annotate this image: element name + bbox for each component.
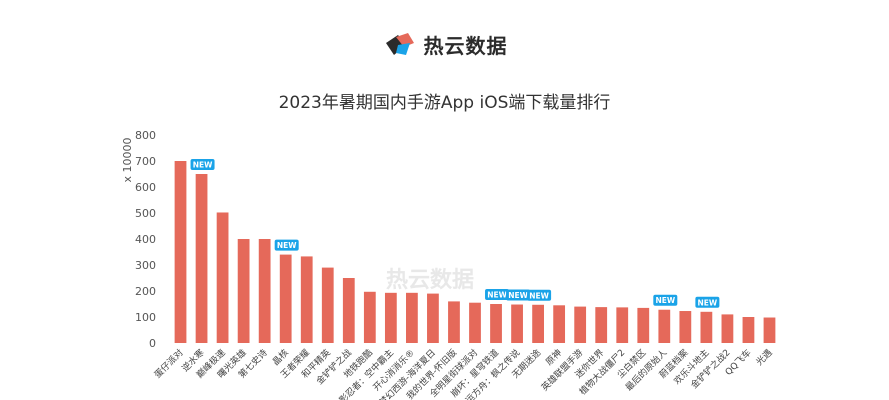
bar: [700, 311, 713, 343]
bar: [427, 293, 439, 343]
bar: [595, 307, 608, 343]
new-badge-label: NEW: [193, 161, 213, 170]
y-axis-label: x 10000: [121, 137, 134, 182]
new-badge-label: NEW: [655, 296, 675, 305]
bar: [553, 305, 566, 343]
bar: [469, 302, 481, 343]
bar: [216, 212, 229, 343]
new-badge: [695, 296, 720, 308]
watermark: 热云数据: [386, 267, 474, 293]
y-tick-label: 800: [135, 129, 156, 142]
bar: [721, 314, 734, 343]
bar: [448, 301, 460, 343]
bar: [679, 311, 692, 343]
bar: [258, 239, 271, 343]
brand-header: 热云数据: [0, 30, 889, 59]
new-badge: [506, 289, 531, 301]
bar: [237, 239, 250, 343]
bar: [532, 304, 544, 343]
bar: [195, 174, 208, 343]
new-badge: [527, 289, 552, 301]
y-tick-label: 600: [135, 181, 156, 194]
bar: [574, 306, 587, 343]
bar: [174, 161, 187, 343]
bar: [742, 317, 755, 343]
bar: [616, 307, 629, 343]
new-badge-label: NEW: [277, 241, 297, 250]
new-badge-label: NEW: [698, 298, 718, 307]
bar: [637, 307, 650, 343]
new-badge-label: NEW: [508, 291, 528, 300]
y-tick-label: 300: [135, 259, 156, 272]
bar: [406, 292, 418, 343]
bar: [511, 304, 523, 343]
x-tick-label: 光遇: [753, 347, 774, 368]
bar: [763, 317, 776, 343]
new-badge: [190, 159, 215, 170]
bar: [300, 256, 313, 343]
bar: [490, 304, 502, 343]
bar: [384, 292, 397, 343]
new-badge-label: NEW: [529, 291, 549, 300]
bar: [321, 267, 334, 343]
bar: [342, 278, 355, 343]
new-badge: [485, 289, 510, 300]
bar: [279, 254, 292, 343]
new-badge-label: NEW: [487, 291, 507, 300]
brand-logo-icon: [385, 32, 414, 55]
x-tick-label: 蛋仔派对: [152, 347, 186, 381]
bar: [363, 291, 376, 343]
new-badge: [274, 239, 299, 251]
chart-title: 2023年暑期国内手游App iOS端下载量排行: [278, 93, 611, 113]
bar: [658, 309, 671, 343]
brand-name: 热云数据: [423, 34, 508, 58]
new-badge: [653, 294, 678, 306]
y-tick-label: 100: [135, 311, 156, 324]
y-tick-label: 500: [135, 207, 156, 220]
y-tick-label: 700: [135, 155, 156, 168]
y-tick-label: 400: [135, 233, 156, 246]
y-tick-label: 0: [149, 337, 156, 350]
y-tick-label: 200: [135, 285, 156, 298]
